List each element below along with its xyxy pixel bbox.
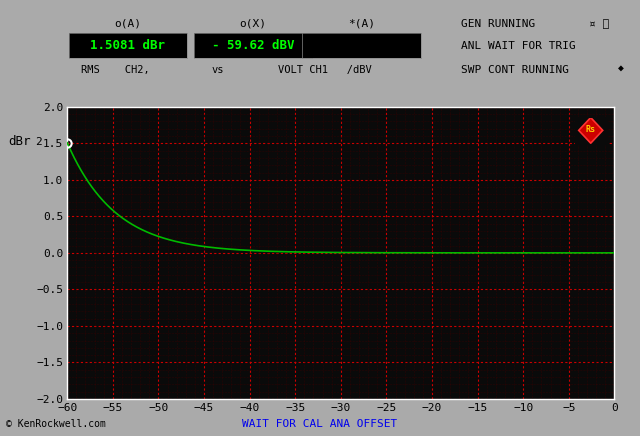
Text: Rs: Rs <box>586 125 596 134</box>
Text: 2: 2 <box>35 137 42 147</box>
Text: vs: vs <box>211 65 224 75</box>
Text: *(A): *(A) <box>348 19 375 29</box>
Text: ◆: ◆ <box>618 63 623 72</box>
Text: - 59.62 dBV: - 59.62 dBV <box>212 39 294 52</box>
Text: ANL WAIT FOR TRIG: ANL WAIT FOR TRIG <box>461 41 575 51</box>
Text: 1.5081 dBr: 1.5081 dBr <box>90 39 166 52</box>
Text: © KenRockwell.com: © KenRockwell.com <box>6 419 106 429</box>
Text: o(A): o(A) <box>115 19 141 29</box>
Text: WAIT FOR CAL ANA OFFSET: WAIT FOR CAL ANA OFFSET <box>243 419 397 429</box>
Text: o(X): o(X) <box>239 19 266 29</box>
Text: VOLT CH1   /dBV: VOLT CH1 /dBV <box>278 65 372 75</box>
Polygon shape <box>579 118 603 143</box>
Text: dBr: dBr <box>8 135 31 148</box>
Text: ¤ ⨉: ¤ ⨉ <box>589 19 609 29</box>
Text: SWP CONT RUNNING: SWP CONT RUNNING <box>461 65 569 75</box>
Text: GEN RUNNING: GEN RUNNING <box>461 19 535 29</box>
Text: RMS    CH2,: RMS CH2, <box>81 65 150 75</box>
